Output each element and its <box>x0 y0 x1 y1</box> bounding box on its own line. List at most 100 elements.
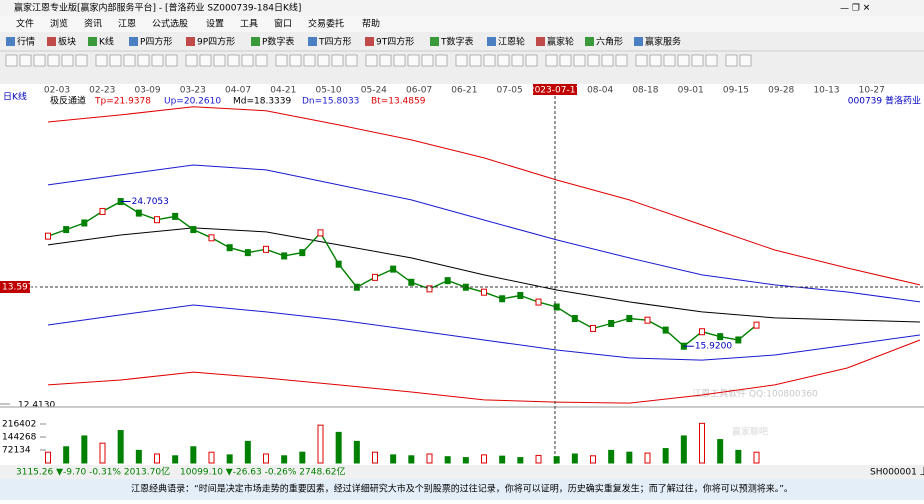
tool-icon[interactable] <box>61 54 74 67</box>
volume-bar <box>680 435 687 464</box>
tool-icon[interactable] <box>421 54 434 67</box>
tool-icon[interactable] <box>137 54 150 67</box>
indicator-param: Bt=13.4859 <box>371 97 426 107</box>
tool-icon[interactable] <box>365 54 378 67</box>
tool-icon[interactable] <box>227 54 240 67</box>
tool-icon[interactable] <box>255 54 268 67</box>
toolbar-button[interactable]: P数字表 <box>262 36 294 48</box>
tool-icon[interactable] <box>47 54 60 67</box>
tool-icon[interactable] <box>75 54 88 67</box>
window-controls[interactable]: — ❐ ✕ <box>840 4 870 14</box>
tool-icon[interactable] <box>241 54 254 67</box>
tool-icon[interactable] <box>573 54 586 67</box>
tool-icon[interactable] <box>615 54 628 67</box>
toolbar-icon[interactable] <box>186 37 195 46</box>
candle <box>626 315 633 323</box>
menu-item[interactable]: 文件 <box>16 18 34 30</box>
candle <box>481 288 487 296</box>
toolbar-icon[interactable] <box>129 37 138 46</box>
tool-icon[interactable] <box>303 54 316 67</box>
tool-icon[interactable] <box>725 54 738 67</box>
crosshair-date-box <box>533 84 577 95</box>
toolbar-button[interactable]: 赢家服务 <box>645 36 681 48</box>
tool-icon[interactable] <box>511 54 524 67</box>
tool-icon[interactable] <box>33 54 46 67</box>
toolbar-icon[interactable] <box>6 37 15 46</box>
tool-icon[interactable] <box>165 54 178 67</box>
tool-icon[interactable] <box>123 54 136 67</box>
tool-icon[interactable] <box>151 54 164 67</box>
menu-item[interactable]: 设置 <box>206 19 224 30</box>
candle <box>45 232 51 240</box>
toolbar-button[interactable]: 9T四方形 <box>376 36 414 48</box>
tool-icon[interactable] <box>199 54 212 67</box>
tool-icon[interactable] <box>483 54 496 67</box>
tool-icon[interactable] <box>739 54 752 67</box>
menu-item[interactable]: 公式选股 <box>152 18 188 30</box>
toolbar-icon[interactable] <box>487 37 496 46</box>
tool-icon[interactable] <box>317 54 330 67</box>
toolbar-button[interactable]: 六角形 <box>596 36 623 48</box>
toolbar-icon[interactable] <box>430 37 439 46</box>
menu-item[interactable]: 工具 <box>240 19 258 30</box>
tool-icon[interactable] <box>677 54 690 67</box>
menu-item[interactable]: 交易委托 <box>308 18 344 30</box>
tool-icon[interactable] <box>275 54 288 67</box>
tool-icon[interactable] <box>691 54 704 67</box>
tool-icon[interactable] <box>635 54 648 67</box>
toolbar-button[interactable]: 行情 <box>17 36 35 48</box>
tool-icon[interactable] <box>393 54 406 67</box>
volume-bar <box>644 452 651 464</box>
toolbar-icon[interactable] <box>251 37 260 46</box>
menu-item[interactable]: 帮助 <box>362 18 380 30</box>
tool-icon[interactable] <box>601 54 614 67</box>
volume-bar <box>662 448 669 464</box>
tool-icon[interactable] <box>331 54 344 67</box>
toolbar-icon[interactable] <box>88 37 97 46</box>
volume-bar <box>190 446 197 464</box>
candle <box>372 273 378 281</box>
toolbar-button[interactable]: T数字表 <box>440 36 474 48</box>
tool-icon[interactable] <box>109 54 122 67</box>
tool-icon[interactable] <box>345 54 358 67</box>
tool-icon[interactable] <box>469 54 482 67</box>
toolbar-button[interactable]: K线 <box>99 36 114 48</box>
toolbar-icon[interactable] <box>308 37 317 46</box>
tool-icon[interactable] <box>545 54 558 67</box>
toolbar-button[interactable]: P四方形 <box>140 36 172 48</box>
tool-icon[interactable] <box>455 54 468 67</box>
toolbar-button[interactable]: 江恩轮 <box>498 36 525 48</box>
toolbar-button[interactable]: T四方形 <box>318 36 352 48</box>
tool-icon[interactable] <box>289 54 302 67</box>
toolbar-icon[interactable] <box>365 37 374 46</box>
tool-icon[interactable] <box>213 54 226 67</box>
toolbar-button[interactable]: 赢家轮 <box>547 36 574 48</box>
tool-icon[interactable] <box>5 54 18 67</box>
menu-item[interactable]: 浏览 <box>50 18 68 30</box>
tool-icon[interactable] <box>587 54 600 67</box>
menu-item[interactable]: 资讯 <box>84 19 102 30</box>
tool-icon[interactable] <box>19 54 32 67</box>
tool-icon[interactable] <box>435 54 448 67</box>
menu-item[interactable]: 江恩 <box>118 19 136 30</box>
tool-icon[interactable] <box>559 54 572 67</box>
toolbar-button[interactable]: 板块 <box>58 36 76 48</box>
toolbar-icon[interactable] <box>536 37 545 46</box>
tool-icon[interactable] <box>705 54 718 67</box>
tool-icon[interactable] <box>525 54 538 67</box>
date-tick: 04-21 <box>270 86 296 96</box>
candle <box>608 319 615 327</box>
toolbar-button[interactable]: 9P四方形 <box>197 36 235 48</box>
toolbar-icon[interactable] <box>634 37 643 46</box>
tool-icon[interactable] <box>649 54 662 67</box>
tool-icon[interactable] <box>185 54 198 67</box>
menu-item[interactable]: 窗口 <box>274 18 292 30</box>
tool-icon[interactable] <box>95 54 108 67</box>
candle <box>99 207 106 215</box>
tool-icon[interactable] <box>497 54 510 67</box>
toolbar-icon[interactable] <box>585 37 594 46</box>
tool-icon[interactable] <box>407 54 420 67</box>
toolbar-icon[interactable] <box>47 37 56 46</box>
tool-icon[interactable] <box>663 54 676 67</box>
tool-icon[interactable] <box>379 54 392 67</box>
